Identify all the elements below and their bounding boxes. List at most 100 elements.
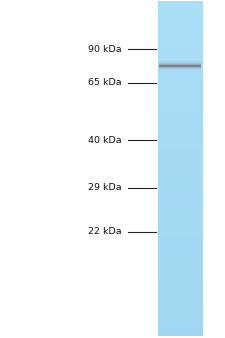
Bar bbox=[158, 251, 202, 253]
Bar bbox=[158, 335, 202, 336]
Bar bbox=[158, 236, 202, 237]
Bar bbox=[158, 204, 202, 206]
Bar bbox=[158, 231, 202, 233]
Bar bbox=[158, 155, 202, 157]
Bar bbox=[158, 171, 202, 172]
Bar bbox=[158, 328, 202, 330]
Bar bbox=[158, 114, 202, 116]
Bar bbox=[158, 28, 202, 30]
Bar bbox=[158, 316, 202, 317]
Bar bbox=[159, 66, 201, 67]
Bar bbox=[158, 161, 202, 162]
Bar bbox=[158, 13, 202, 14]
Bar bbox=[158, 77, 202, 79]
Bar bbox=[158, 59, 202, 61]
Bar bbox=[158, 57, 202, 58]
Bar bbox=[158, 92, 202, 93]
Bar bbox=[158, 283, 202, 284]
Bar bbox=[159, 63, 201, 64]
Bar bbox=[158, 48, 202, 50]
Bar bbox=[158, 87, 202, 89]
Bar bbox=[158, 306, 202, 307]
Bar bbox=[158, 80, 202, 82]
Bar bbox=[158, 65, 202, 66]
Bar bbox=[158, 270, 202, 272]
Bar bbox=[158, 285, 202, 286]
Bar bbox=[158, 90, 202, 91]
Bar bbox=[158, 217, 202, 218]
Bar bbox=[158, 147, 202, 149]
Bar bbox=[158, 58, 202, 60]
Bar bbox=[158, 188, 202, 189]
Bar bbox=[158, 24, 202, 25]
Bar bbox=[158, 86, 202, 88]
Bar bbox=[158, 257, 202, 258]
Bar bbox=[158, 7, 202, 8]
Bar bbox=[159, 65, 201, 66]
Bar bbox=[158, 74, 202, 75]
Bar bbox=[158, 250, 202, 251]
Bar bbox=[158, 219, 202, 220]
Bar bbox=[158, 177, 202, 179]
Bar bbox=[158, 225, 202, 227]
Bar bbox=[158, 119, 202, 120]
Bar bbox=[158, 66, 202, 68]
Bar bbox=[158, 123, 202, 124]
Bar bbox=[158, 130, 202, 131]
Bar bbox=[158, 98, 202, 100]
Bar bbox=[158, 332, 202, 333]
Bar bbox=[158, 199, 202, 200]
Bar bbox=[158, 207, 202, 208]
Bar bbox=[158, 151, 202, 152]
Bar bbox=[158, 14, 202, 15]
Bar bbox=[158, 223, 202, 225]
Bar bbox=[158, 185, 202, 187]
Bar bbox=[159, 71, 201, 72]
Bar bbox=[158, 75, 202, 76]
Bar bbox=[158, 54, 202, 55]
Bar bbox=[158, 96, 202, 98]
Bar bbox=[158, 113, 202, 114]
Bar bbox=[158, 103, 202, 104]
Bar bbox=[158, 216, 202, 217]
Bar bbox=[158, 23, 202, 24]
Bar bbox=[158, 112, 202, 113]
Bar bbox=[158, 308, 202, 310]
Bar bbox=[158, 27, 202, 28]
Bar bbox=[158, 149, 202, 150]
Bar bbox=[158, 227, 202, 228]
Bar bbox=[158, 46, 202, 47]
Bar bbox=[158, 64, 202, 65]
Bar bbox=[158, 292, 202, 294]
Bar bbox=[158, 305, 202, 306]
Bar bbox=[158, 192, 202, 194]
Bar bbox=[158, 99, 202, 101]
Bar bbox=[158, 290, 202, 292]
Bar bbox=[158, 281, 202, 283]
Bar bbox=[158, 238, 202, 239]
Bar bbox=[158, 303, 202, 304]
Bar bbox=[158, 265, 202, 266]
Bar bbox=[158, 331, 202, 332]
Bar bbox=[158, 235, 202, 236]
Bar bbox=[158, 241, 202, 243]
Bar bbox=[158, 110, 202, 111]
Bar bbox=[158, 181, 202, 183]
Bar bbox=[158, 175, 202, 177]
Bar bbox=[158, 56, 202, 57]
Bar bbox=[158, 69, 202, 71]
Bar bbox=[158, 18, 202, 20]
Bar bbox=[158, 49, 202, 51]
Bar bbox=[158, 43, 202, 44]
Bar bbox=[158, 289, 202, 291]
Bar bbox=[158, 255, 202, 256]
Bar bbox=[158, 247, 202, 248]
Bar bbox=[158, 105, 202, 106]
Bar bbox=[158, 134, 202, 136]
Bar bbox=[158, 128, 202, 130]
Bar bbox=[158, 131, 202, 132]
Bar bbox=[158, 31, 202, 33]
Bar bbox=[158, 42, 202, 43]
Bar bbox=[158, 120, 202, 121]
Bar bbox=[158, 38, 202, 40]
